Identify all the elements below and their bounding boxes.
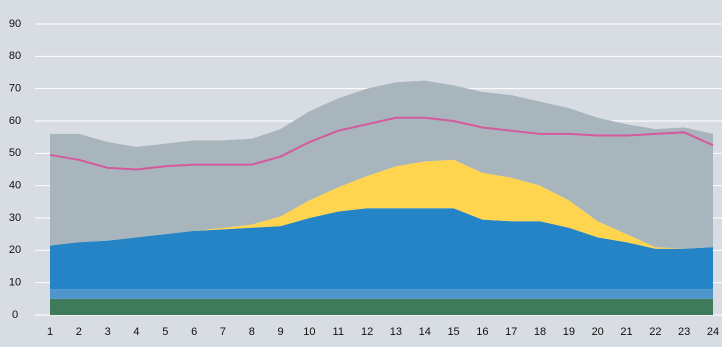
x-tick-label: 15 (447, 326, 459, 338)
line (49, 116, 714, 171)
y-tick-label: 0 (12, 309, 18, 321)
y-tick-label: 80 (9, 50, 21, 62)
area (50, 208, 713, 290)
x-tick-label: 16 (476, 326, 488, 338)
area (50, 80, 713, 249)
x-tick-label: 13 (390, 326, 402, 338)
y-tick-label: 90 (9, 18, 21, 30)
x-tick-label: 11 (333, 326, 344, 338)
x-tick-label: 8 (249, 326, 255, 338)
area (50, 289, 713, 299)
x-tick-label: 24 (707, 326, 719, 338)
y-tick-label: 50 (9, 147, 21, 159)
x-tick-label: 10 (303, 326, 315, 338)
x-tick-label: 3 (105, 326, 111, 338)
x-tick-label: 20 (592, 326, 604, 338)
x-tick-label: 9 (278, 326, 284, 338)
area (50, 298, 713, 315)
x-tick-label: 23 (678, 326, 690, 338)
y-tick-label: 60 (9, 115, 21, 127)
y-tick-label: 30 (9, 212, 21, 224)
x-tick-label: 22 (649, 326, 661, 338)
x-tick-label: 6 (191, 326, 197, 338)
x-tick-label: 12 (361, 326, 373, 338)
y-tick-label: 20 (9, 244, 21, 256)
x-tick-label: 2 (76, 326, 82, 338)
x-tick-label: 14 (419, 326, 431, 338)
y-tick-label: 70 (9, 83, 21, 95)
x-tick-label: 1 (47, 326, 53, 338)
x-tick-label: 7 (220, 326, 226, 338)
x-tick-label: 5 (162, 326, 168, 338)
x-tick-label: 4 (133, 326, 139, 338)
y-tick-label: 40 (9, 180, 21, 192)
x-tick-label: 19 (563, 326, 575, 338)
x-tick-label: 17 (505, 326, 517, 338)
area (50, 159, 713, 249)
x-tick-label: 18 (534, 326, 546, 338)
y-tick-label: 10 (9, 277, 21, 289)
x-tick-label: 21 (620, 326, 632, 338)
